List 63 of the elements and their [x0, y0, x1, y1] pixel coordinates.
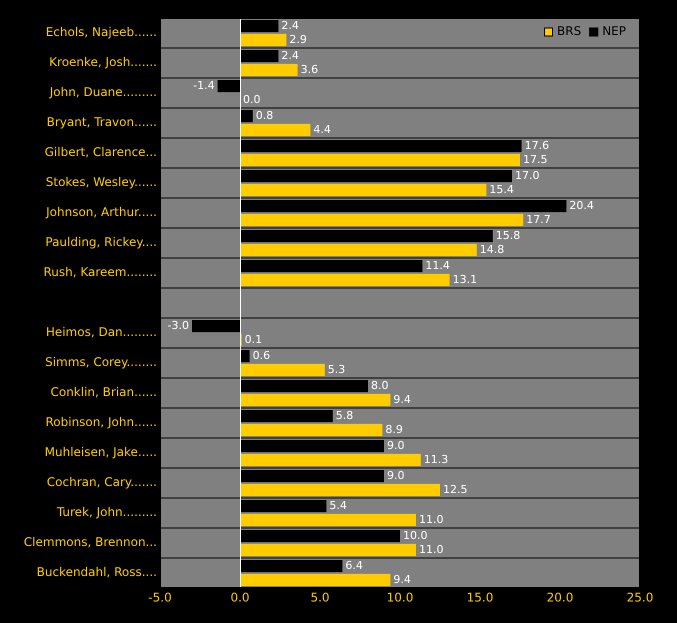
data-label: 9.0 [387, 438, 404, 452]
data-label: 11.0 [419, 512, 444, 526]
y-tick-label: Conklin, Brian...... [50, 385, 157, 400]
data-label: 0.8 [256, 108, 274, 122]
data-label: 2.9 [289, 32, 307, 46]
data-label: 0.1 [244, 332, 262, 346]
y-tick-label: Paulding, Rickey.... [45, 235, 157, 250]
legend-label: NEP [602, 24, 626, 38]
data-label: 0.0 [243, 92, 260, 106]
data-label: 17.5 [523, 152, 548, 166]
data-label: 6.4 [345, 558, 363, 572]
data-label: 9.4 [393, 572, 411, 586]
data-label: 8.0 [371, 378, 388, 392]
y-tick-label: Muhleisen, Jake..... [44, 445, 157, 460]
y-tick-label: Cochran, Cary....... [46, 475, 157, 490]
data-label: 15.4 [489, 182, 514, 196]
y-tick-label: Heimos, Dan......... [46, 325, 157, 340]
data-label: 5.4 [329, 498, 347, 512]
data-label: 9.0 [387, 468, 404, 482]
data-label: 10.0 [403, 528, 428, 542]
x-tick-label: 5.0 [310, 590, 330, 604]
y-tick-label: Buckendahl, Ross.... [36, 565, 157, 580]
x-tick-label: 20.0 [546, 590, 574, 604]
data-label: 4.4 [313, 122, 331, 136]
y-tick-label: John, Duane......... [48, 85, 157, 100]
y-tick-label: Rush, Kareem........ [43, 265, 157, 280]
data-label: 5.3 [328, 362, 346, 376]
data-label: 17.7 [526, 212, 551, 226]
data-label: 17.0 [515, 168, 540, 182]
x-tick-label: 15.0 [466, 590, 494, 604]
y-tick-label: Turek, John......... [56, 505, 157, 520]
y-tick-label: Stokes, Wesley...... [46, 175, 157, 190]
data-label: 13.1 [452, 272, 478, 286]
x-tick-label: -5.0 [148, 590, 172, 604]
data-label: 3.6 [300, 62, 318, 76]
y-tick-label: Echols, Najeeb...... [46, 25, 157, 40]
x-tick-label: 10.0 [386, 590, 414, 604]
y-tick-label: Kroenke, Josh....... [49, 55, 157, 70]
data-label: 8.9 [385, 422, 403, 436]
y-tick-label: Johnson, Arthur..... [45, 205, 157, 220]
data-label: 15.8 [496, 228, 520, 242]
data-label: 11.4 [425, 258, 450, 272]
x-tick-label: 25.0 [626, 590, 654, 604]
y-tick-label: Clemmons, Brennon... [24, 535, 157, 550]
data-label: 11.0 [419, 542, 444, 556]
data-label: 14.8 [480, 242, 504, 256]
data-label: 5.8 [336, 408, 354, 422]
data-label: 12.5 [443, 482, 468, 496]
y-tick-label: Robinson, John...... [45, 415, 157, 430]
data-label: 0.6 [252, 348, 270, 362]
data-label: 11.3 [424, 452, 448, 466]
data-label: 20.4 [569, 198, 594, 212]
data-label: 17.6 [524, 138, 550, 152]
x-tick-label: 0.0 [230, 590, 250, 604]
data-label: -1.4 [193, 78, 215, 92]
y-tick-label: Gilbert, Clarence... [44, 145, 157, 160]
data-label: 2.4 [281, 18, 299, 32]
y-tick-label: Bryant, Travon...... [46, 115, 157, 130]
y-tick-label: Simms, Corey........ [45, 355, 157, 370]
data-label: 2.4 [281, 48, 299, 62]
data-label: 9.4 [393, 392, 411, 406]
legend-label: BRS [557, 24, 582, 38]
data-label: -3.0 [168, 318, 189, 332]
